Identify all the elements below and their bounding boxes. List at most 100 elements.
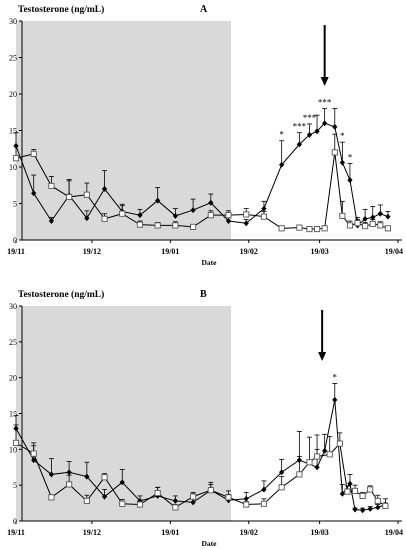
data-point-square	[207, 487, 214, 494]
data-point-diamond	[347, 177, 353, 184]
x-tick-label: 19/02	[240, 528, 258, 537]
data-point-diamond	[375, 504, 381, 511]
data-point-diamond	[84, 473, 90, 480]
significance-marker: *	[279, 130, 284, 140]
x-tick-label: 19/12	[83, 247, 101, 256]
data-point-square	[119, 500, 126, 507]
data-point-square	[260, 213, 267, 220]
data-point-diamond	[225, 218, 232, 225]
data-point-square	[172, 222, 179, 229]
data-point-square	[346, 222, 354, 229]
data-point-square	[48, 494, 55, 501]
data-point-diamond	[172, 212, 178, 219]
data-point-square	[336, 440, 343, 447]
data-point-diamond	[31, 457, 37, 464]
data-point-square	[172, 504, 179, 511]
data-point-square	[278, 484, 285, 491]
data-point-square	[225, 494, 232, 501]
data-point-square	[154, 222, 161, 229]
data-point-square	[354, 220, 361, 227]
significance-marker: ***	[318, 98, 332, 108]
y-tick-label: 20	[9, 374, 17, 383]
data-point-square	[48, 182, 55, 190]
data-point-square	[66, 193, 73, 200]
data-point-square	[66, 481, 73, 488]
data-point-square	[101, 474, 108, 481]
data-point-diamond	[322, 447, 328, 454]
data-point-square	[154, 490, 161, 497]
data-point-square	[369, 220, 376, 227]
y-tick-label: 0	[13, 517, 17, 526]
data-point-square	[306, 225, 313, 233]
data-point-diamond	[352, 506, 358, 513]
data-point-square	[260, 500, 267, 507]
data-point-diamond	[362, 215, 368, 222]
data-point-square	[359, 492, 366, 499]
y-tick-label: 15	[9, 410, 17, 419]
significance-marker: ***	[293, 122, 307, 132]
data-point-diamond	[84, 215, 90, 222]
data-point-diamond	[101, 493, 108, 500]
data-point-square	[243, 211, 250, 218]
data-point-diamond	[314, 464, 320, 471]
significance-marker: *	[333, 372, 338, 382]
treatment-arrow-head	[318, 352, 327, 361]
significance-marker: *	[340, 131, 345, 141]
data-point-square	[384, 225, 391, 232]
data-point-square	[243, 501, 250, 508]
data-point-square	[278, 225, 285, 232]
treatment-arrow-head	[320, 77, 329, 86]
data-point-diamond	[322, 120, 328, 127]
data-point-square	[190, 493, 197, 500]
data-point-diamond	[48, 471, 55, 478]
panel-b: 0 5 10 15 20 25 30 19/11 19/12 19/01 19/02 19/03 19/…	[7, 289, 403, 548]
y-tick-label: 5	[13, 200, 17, 209]
x-tick-label: 19/03	[310, 247, 328, 256]
data-point-square	[382, 502, 389, 510]
series-line-square	[15, 152, 389, 230]
data-point-square	[101, 215, 108, 222]
data-point-square	[119, 210, 126, 217]
data-point-square	[225, 212, 232, 219]
data-point-square	[30, 150, 37, 157]
data-point-diamond	[332, 123, 338, 130]
data-point-diamond	[243, 220, 249, 227]
significance-marker: *	[348, 152, 353, 162]
data-point-square	[362, 223, 369, 230]
data-point-square	[374, 497, 381, 504]
y-tick-label: 25	[9, 338, 17, 347]
data-point-diamond	[190, 499, 196, 506]
data-point-diamond	[243, 495, 249, 502]
data-point-diamond	[377, 210, 383, 217]
data-point-square	[326, 451, 333, 458]
data-point-diamond	[208, 199, 214, 206]
data-point-square	[12, 155, 20, 162]
data-point-square	[83, 191, 90, 198]
data-point-square	[367, 486, 374, 493]
data-point-diamond	[306, 131, 313, 138]
data-point-diamond	[190, 207, 196, 214]
x-tick-label: 19/04	[385, 528, 403, 537]
panel-label: A	[200, 4, 208, 15]
y-tick-label: 15	[9, 127, 17, 136]
x-tick-label: 19/04	[385, 247, 403, 256]
y-tick-label: 5	[13, 481, 17, 490]
significance-marker: ***	[303, 113, 317, 123]
data-point-diamond	[261, 486, 267, 493]
data-point-diamond	[119, 479, 125, 486]
data-point-diamond	[172, 497, 178, 504]
data-point-square	[83, 497, 90, 504]
data-point-square	[136, 501, 144, 508]
data-point-square	[314, 225, 321, 233]
data-point-diamond	[339, 490, 345, 497]
data-point-diamond	[101, 185, 108, 192]
x-axis-title: Date	[202, 539, 218, 548]
x-tick-label: 19/01	[161, 247, 179, 256]
shaded-period	[16, 21, 232, 240]
y-axis-title: Testosterone (ng/mL)	[18, 4, 104, 15]
y-tick-label: 0	[13, 236, 17, 245]
y-tick-label: 20	[9, 90, 17, 99]
data-point-diamond	[66, 469, 72, 476]
data-point-diamond	[155, 197, 161, 204]
data-point-diamond	[370, 214, 376, 221]
